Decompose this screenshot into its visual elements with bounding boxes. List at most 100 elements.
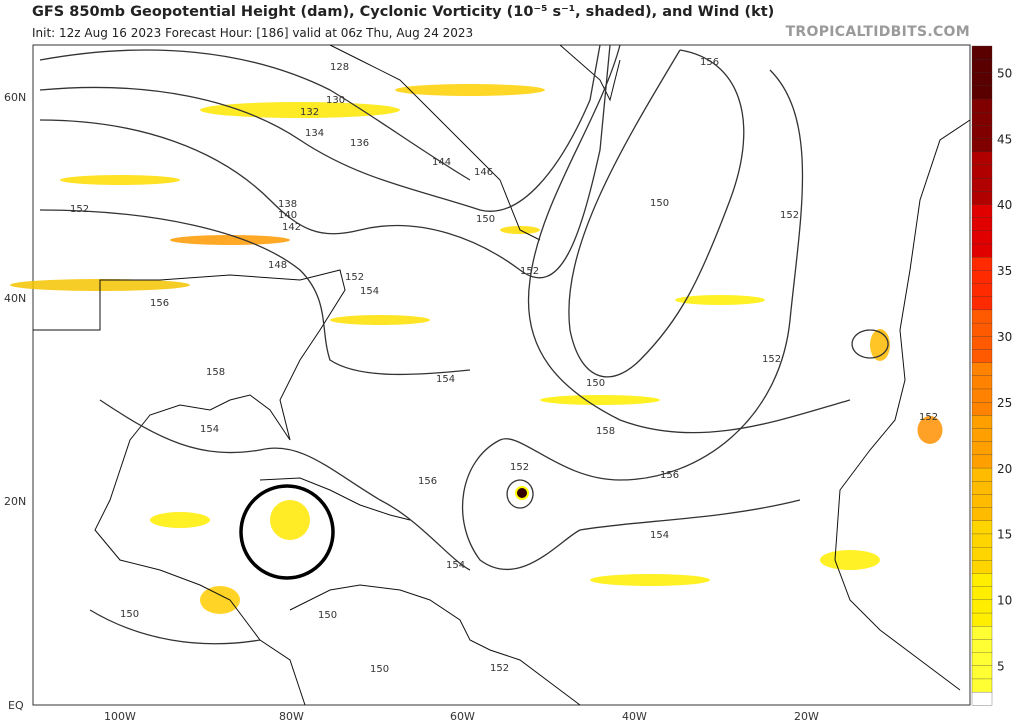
contour-label: 136 <box>350 138 369 149</box>
colorbar-ticks: 50 45 40 35 30 25 20 15 10 5 <box>997 66 1012 673</box>
colorbar-bin <box>971 625 993 640</box>
vorticity-patch <box>170 235 290 245</box>
colorbar-tick-label: 10 <box>997 594 1012 608</box>
colorbar-bin <box>971 586 993 601</box>
brand-watermark: TROPICALTIDBITS.COM <box>785 24 970 40</box>
contour-label: 156 <box>150 298 169 309</box>
contour-label: 146 <box>474 167 493 178</box>
vorticity-patch <box>540 395 660 405</box>
height-contours <box>39 44 889 645</box>
colorbar-bin <box>971 151 993 166</box>
colorbar-bin <box>971 256 993 271</box>
colorbar-bin <box>971 493 993 508</box>
contour-label: 148 <box>268 260 287 271</box>
colorbar-bin <box>971 401 993 416</box>
contour-label: 152 <box>510 462 529 473</box>
map-subtitle: Init: 12z Aug 16 2023 Forecast Hour: [18… <box>32 26 474 40</box>
colorbar-bin <box>971 59 993 73</box>
colorbar-bin <box>971 441 993 456</box>
lon-label: 60W <box>450 710 475 723</box>
contour-label: 154 <box>650 530 669 541</box>
longitude-labels: 100W 80W 60W 40W 20W <box>104 710 819 723</box>
lon-label: 80W <box>279 710 304 723</box>
colorbar-bin <box>971 599 993 614</box>
colorbar-bin <box>971 296 993 311</box>
colorbar-bin <box>971 428 993 442</box>
contour-label: 132 <box>300 107 319 118</box>
colorbar-bin <box>971 559 993 574</box>
contour-label: 152 <box>70 204 89 215</box>
contour-label: 156 <box>700 57 719 68</box>
map-frame <box>32 44 971 706</box>
colorbar-bin <box>971 204 993 218</box>
colorbar-bin <box>971 388 993 403</box>
contour-label: 150 <box>370 664 389 675</box>
colorbar-bin <box>971 665 993 680</box>
colorbar-bin <box>971 612 993 627</box>
colorbar-tick-label: 40 <box>997 198 1012 212</box>
colorbar-bin <box>971 546 993 561</box>
contour-label: 152 <box>762 354 781 365</box>
contour-label: 158 <box>206 367 225 378</box>
colorbar-bin <box>971 375 993 390</box>
colorbar-bin <box>971 45 993 60</box>
lon-label: 100W <box>104 710 136 723</box>
vorticity-patch <box>60 175 180 185</box>
vorticity-patch <box>330 315 430 325</box>
colorbar-bin <box>971 283 993 297</box>
colorbar-bin <box>971 638 993 653</box>
contour-label: 150 <box>476 214 495 225</box>
contour-label: 130 <box>326 95 345 106</box>
colorbar-bin <box>971 507 993 521</box>
colorbar-bin <box>971 467 993 482</box>
colorbar-bin <box>971 124 993 139</box>
vorticity-patch <box>917 416 943 444</box>
latitude-labels: 60N 40N 20N EQ <box>4 91 26 712</box>
vorticity-patch <box>395 84 545 96</box>
contour-label: 152 <box>345 272 364 283</box>
colorbar-bin <box>971 269 993 284</box>
colorbar-tick-label: 45 <box>997 132 1012 146</box>
coastlines <box>33 44 971 706</box>
colorbar-tick-label: 50 <box>997 66 1012 80</box>
colorbar-bin <box>971 480 993 495</box>
highlight-circle <box>239 484 335 580</box>
contour-label: 156 <box>660 470 679 481</box>
lat-label: 20N <box>4 495 26 508</box>
low-center-marker <box>515 486 529 500</box>
colorbar-bin <box>971 335 993 350</box>
vorticity-patch <box>270 500 310 540</box>
colorbar-bin <box>971 98 993 113</box>
colorbar-bin <box>971 652 993 666</box>
colorbar-tick-label: 20 <box>997 462 1012 476</box>
lat-label: 60N <box>4 91 26 104</box>
vorticity-shading <box>10 84 943 614</box>
contour-label: 152 <box>780 210 799 221</box>
colorbar-bin <box>971 177 993 192</box>
colorbar-bin <box>971 678 993 693</box>
colorbar-bin <box>971 322 993 337</box>
vorticity-patch <box>675 295 765 305</box>
colorbar-tick-label: 35 <box>997 264 1012 278</box>
colorbar-bin <box>971 348 993 363</box>
vorticity-patch <box>590 574 710 586</box>
lat-label: 40N <box>4 292 26 305</box>
colorbar-bin <box>971 85 993 100</box>
contour-label: 152 <box>490 663 509 674</box>
colorbar-tick-label: 25 <box>997 396 1012 410</box>
colorbar-bin <box>971 454 993 469</box>
colorbar-bin <box>971 414 993 429</box>
colorbar <box>971 45 993 706</box>
map-title: GFS 850mb Geopotential Height (dam), Cyc… <box>32 4 775 20</box>
colorbar-bin <box>971 72 993 86</box>
colorbar-bin <box>971 573 993 587</box>
contour-label: 150 <box>120 609 139 620</box>
contour-label: 144 <box>432 157 451 168</box>
colorbar-bin <box>971 111 993 126</box>
vorticity-patch <box>150 512 210 528</box>
colorbar-bin <box>971 533 993 548</box>
contour-label: 134 <box>305 128 324 139</box>
contour-label: 154 <box>446 560 465 571</box>
colorbar-bin <box>971 164 993 179</box>
